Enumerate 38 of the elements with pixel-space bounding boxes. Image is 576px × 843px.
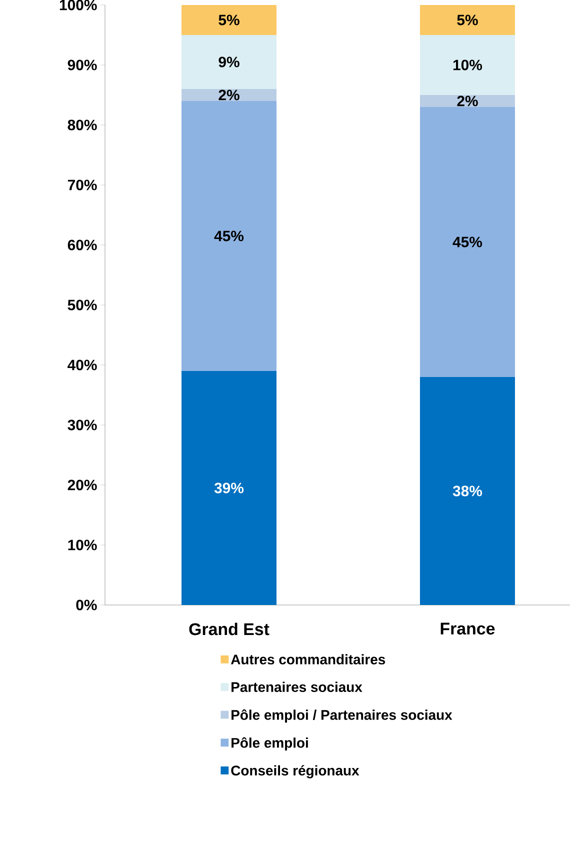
x-tick-label: France bbox=[440, 622, 495, 635]
legend-label: Pôle emploi bbox=[232, 737, 308, 751]
data-label: 9% bbox=[218, 56, 240, 68]
data-label: 45% bbox=[452, 236, 482, 248]
data-label: 5% bbox=[457, 14, 478, 26]
legend-label: Partenaires sociaux bbox=[232, 682, 362, 692]
bar bbox=[182, 34, 277, 89]
y-tick-label: 90% bbox=[68, 60, 97, 70]
data-label: 10% bbox=[453, 60, 482, 70]
data-label: 38% bbox=[452, 486, 482, 496]
legend-label: Autres commanditaires bbox=[230, 654, 386, 664]
bar bbox=[420, 94, 515, 107]
data-label: 5% bbox=[218, 14, 240, 26]
bar bbox=[420, 376, 515, 605]
data-label: 2% bbox=[457, 96, 478, 106]
data-label: 2% bbox=[218, 90, 240, 100]
data-label: 45% bbox=[214, 230, 244, 242]
y-tick-label: 30% bbox=[68, 420, 97, 430]
y-tick-label: 60% bbox=[68, 240, 97, 250]
legend-label: Conseils régionaux bbox=[231, 765, 360, 778]
y-tick-label: 80% bbox=[68, 120, 97, 130]
bar bbox=[182, 4, 277, 35]
y-tick-label: 0% bbox=[76, 600, 97, 610]
legend-label: Pôle emploi / Partenaires sociaux bbox=[232, 709, 452, 723]
y-tick-label: 10% bbox=[68, 540, 97, 550]
y-tick-label: 70% bbox=[68, 180, 97, 190]
y-tick-label: 100% bbox=[60, 0, 97, 10]
bar bbox=[420, 106, 515, 377]
y-tick-label: 50% bbox=[68, 300, 97, 310]
bar bbox=[182, 370, 277, 605]
x-tick-label: Grand Est bbox=[189, 622, 270, 636]
bar bbox=[420, 4, 515, 35]
data-label: 39% bbox=[214, 482, 244, 494]
bar bbox=[182, 88, 277, 101]
y-tick-label: 40% bbox=[68, 360, 97, 370]
y-tick-label: 20% bbox=[68, 480, 97, 490]
bar bbox=[420, 34, 515, 95]
bar bbox=[182, 100, 277, 371]
